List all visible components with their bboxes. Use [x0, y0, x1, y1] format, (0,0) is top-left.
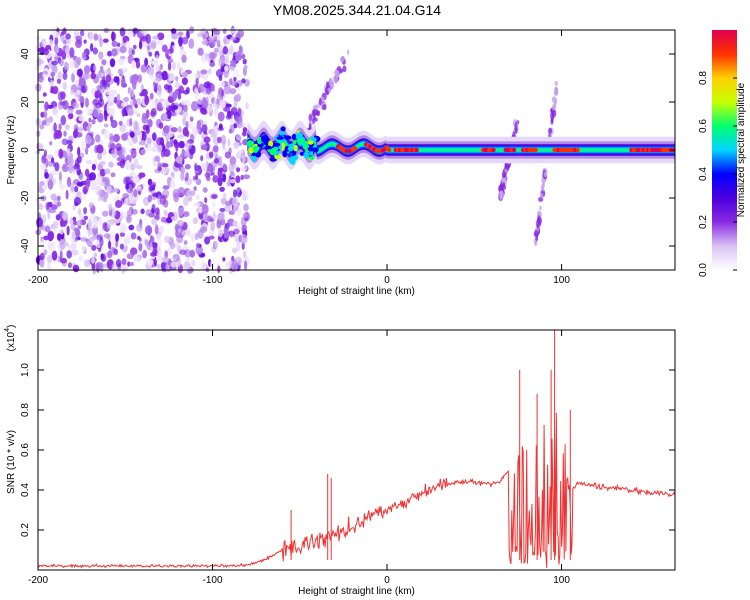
spectrogram-y-tick-label: -20 — [20, 190, 31, 205]
colorbar-tick-label: 0.6 — [698, 119, 709, 133]
spectrogram-y-tick-label: 40 — [20, 48, 31, 60]
figure-title: YM08.2025.344.21.04.G14 — [273, 2, 441, 18]
snr-series-line — [37, 330, 676, 569]
colorbar-gradient — [712, 30, 737, 270]
spectrogram-y-axis-label: Frequency (Hz) — [6, 116, 17, 185]
snr-x-tick-label: -200 — [28, 575, 48, 586]
snr-y-axis-label: SNR (10 * v/v) — [6, 430, 17, 494]
colorbar-tick-label: 0.8 — [698, 71, 709, 85]
spectrogram-x-tick-label: -200 — [28, 275, 48, 286]
snr-y-tick-label: 0.2 — [20, 523, 31, 537]
spectrogram-x-axis-label: Height of straight line (km) — [298, 286, 415, 297]
colorbar-tick-label: 0.4 — [698, 167, 709, 181]
spectrogram-y-tick-label: 0 — [20, 147, 31, 153]
snr-scale-factor: (x104) — [4, 325, 17, 352]
colorbar: 0.0 0.2 0.4 0.6 0.8 Normalized spectral ampl… — [698, 30, 747, 277]
snr-ticks: -200 -100 0 100 0.2 0.4 0.6 0.8 1.0 — [20, 330, 675, 586]
spectrogram-x-tick-label: 100 — [553, 275, 570, 286]
snr-x-axis-label: Height of straight line (km) — [298, 586, 415, 597]
snr-x-tick-label: 0 — [384, 575, 390, 586]
snr-x-tick-label: 100 — [553, 575, 570, 586]
colorbar-tick-label: 0.0 — [698, 263, 709, 277]
signal-band — [246, 49, 676, 247]
snr-scale-exponent: 4 — [4, 328, 11, 332]
colorbar-tick-label: 0.2 — [698, 215, 709, 229]
noise-region — [34, 25, 251, 275]
spectrogram-x-tick-label: 0 — [384, 275, 390, 286]
colorbar-ticks: 0.0 0.2 0.4 0.6 0.8 — [698, 71, 737, 277]
spectrogram-y-tick-label: 20 — [20, 96, 31, 108]
snr-y-tick-label: 0.4 — [20, 483, 31, 497]
colorbar-label: Normalized spectral amplitude — [736, 82, 747, 217]
snr-y-tick-label: 0.6 — [20, 443, 31, 457]
snr-scale-base: (x10 — [6, 331, 17, 351]
spectrogram-x-tick-label: -100 — [203, 275, 223, 286]
snr-y-tick-label: 1.0 — [20, 363, 31, 377]
snr-y-tick-label: 0.8 — [20, 403, 31, 417]
snr-x-tick-label: -100 — [203, 575, 223, 586]
spectrogram-y-tick-label: -40 — [20, 238, 31, 253]
snr-chart: -200 -100 0 100 0.2 0.4 0.6 0.8 1.0 Height of st… — [4, 325, 676, 597]
